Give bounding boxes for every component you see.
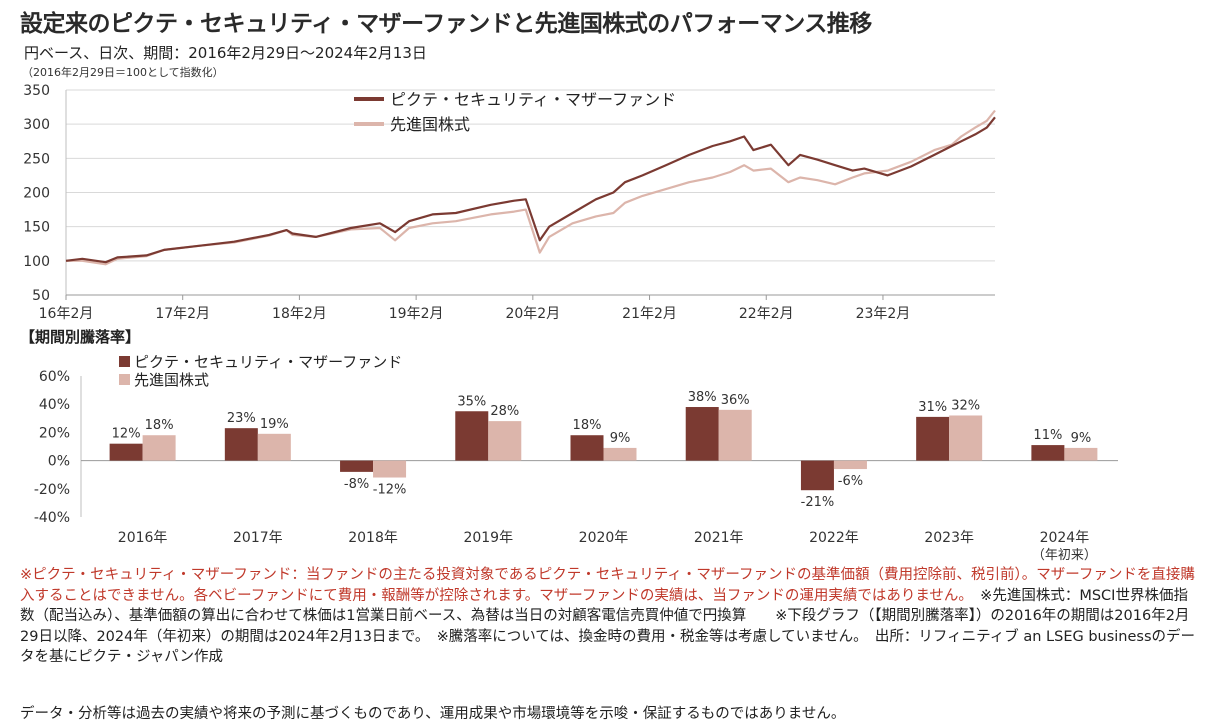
bar-value-label: 31% [918, 400, 947, 415]
fund-bar [570, 435, 604, 461]
benchmark-bar [488, 421, 522, 461]
category-label: 2018年 [348, 530, 398, 546]
bar-value-label: 28% [490, 404, 519, 419]
benchmark-bar [373, 460, 407, 478]
bar-value-label: 18% [573, 418, 602, 433]
benchmark-bar [142, 435, 176, 461]
y-tick-label: 150 [23, 220, 50, 236]
x-tick-label: 20年2月 [505, 306, 560, 322]
bar-value-label: 12% [112, 427, 141, 442]
y-tick-label: 20% [39, 425, 70, 441]
legend-label: 先進国株式 [134, 371, 209, 389]
fund-bar [224, 428, 258, 461]
bar-value-label: -8% [344, 477, 369, 492]
period-return-bar-chart: -40% -20% 0% 20% 40% 60% 12% 18% 2016年 23% 19% 201… [34, 353, 1118, 563]
bar-value-label: 9% [610, 431, 631, 446]
x-tick-label: 17年2月 [155, 306, 210, 322]
y-tick-label: 40% [39, 397, 70, 413]
category-label: 2016年 [118, 530, 168, 546]
x-tick-label: 23年2月 [856, 306, 911, 322]
category-label: 2019年 [463, 530, 513, 546]
disclaimer: データ・分析等は過去の実績や将来の予測に基づくものであり、運用成果や市場環境等を… [20, 706, 846, 722]
fund-bar [800, 460, 834, 491]
bar-value-label: -6% [838, 474, 863, 489]
fund-bar [916, 416, 950, 461]
x-tick-label: 22年2月 [739, 306, 794, 322]
benchmark-line [66, 109, 996, 266]
category-label: 2024年 [1040, 530, 1090, 546]
bar-value-label: -12% [373, 483, 407, 498]
bar-value-label: -21% [801, 495, 835, 510]
bar-value-label: 23% [227, 411, 256, 426]
bar-value-label: 9% [1071, 431, 1092, 446]
benchmark-bar [1064, 447, 1098, 461]
category-label: 2020年 [579, 530, 629, 546]
y-tick-label: -40% [34, 510, 70, 526]
x-tick-label: 21年2月 [622, 306, 677, 322]
category-label: 2017年 [233, 530, 283, 546]
benchmark-bar [603, 447, 637, 461]
fund-bar [455, 411, 489, 461]
page-title: 設定来のピクテ・セキュリティ・マザーファンドと先進国株式のパフォーマンス推移 [20, 11, 872, 37]
index-note: （2016年2月29日＝100として指数化） [22, 66, 224, 79]
benchmark-bar [833, 460, 867, 470]
fund-bar [685, 407, 719, 461]
legend-label: ピクテ・セキュリティ・マザーファンド [134, 353, 402, 371]
fund-bar [109, 443, 143, 461]
x-tick-label: 16年2月 [39, 306, 94, 322]
benchmark-bar [718, 409, 752, 461]
x-tick-label: 18年2月 [272, 306, 327, 322]
performance-line-chart: 50 100 150 200 250 300 350 16年2月 17年2月 18年2月 19年2… [23, 83, 996, 322]
footnotes: ※ピクテ・セキュリティ・マザーファンド：当ファンドの主たる投資対象であるピクテ・… [20, 565, 1200, 668]
bar-value-label: 18% [145, 418, 174, 433]
chart-subtitle: 円ベース、日次、期間：2016年2月29日～2024年2月13日 [24, 44, 427, 62]
bar-value-label: 35% [457, 394, 486, 409]
category-label: 2022年 [809, 530, 859, 546]
legend-label: 先進国株式 [390, 115, 470, 134]
benchmark-note: ※先進国株式：MSCI世界株価指数（配当込み）、基準価額の算出に合わせて株価は1… [20, 587, 1196, 666]
fund-bar [1031, 445, 1065, 461]
legend-swatch [119, 374, 130, 385]
bar-value-label: 11% [1033, 428, 1062, 443]
y-tick-label: 300 [23, 117, 50, 133]
bar-value-label: 19% [260, 417, 289, 432]
fund-line [65, 116, 996, 264]
bar-value-label: 32% [951, 398, 980, 413]
benchmark-bar [257, 433, 291, 461]
y-tick-label: 100 [23, 254, 50, 270]
category-note: （年初来） [1032, 548, 1097, 563]
bar-value-label: 38% [688, 390, 717, 405]
category-label: 2021年 [694, 530, 744, 546]
period-return-title: 【期間別騰落率】 [20, 328, 141, 346]
legend-label: ピクテ・セキュリティ・マザーファンド [390, 90, 676, 109]
legend-swatch [119, 356, 130, 367]
x-tick-label: 19年2月 [389, 306, 444, 322]
y-tick-label: 350 [23, 83, 50, 99]
y-tick-label: 0% [48, 454, 70, 470]
fund-note: ※ピクテ・セキュリティ・マザーファンド：当ファンドの主たる投資対象であるピクテ・… [20, 567, 1195, 604]
y-tick-label: 200 [23, 186, 50, 202]
y-tick-label: -20% [34, 482, 70, 498]
fund-bar [340, 460, 374, 472]
benchmark-bar [949, 415, 983, 461]
y-tick-label: 250 [23, 151, 50, 167]
bar-value-label: 36% [721, 393, 750, 408]
category-label: 2023年 [924, 530, 974, 546]
y-tick-label: 60% [39, 369, 70, 385]
y-tick-label: 50 [32, 288, 50, 304]
